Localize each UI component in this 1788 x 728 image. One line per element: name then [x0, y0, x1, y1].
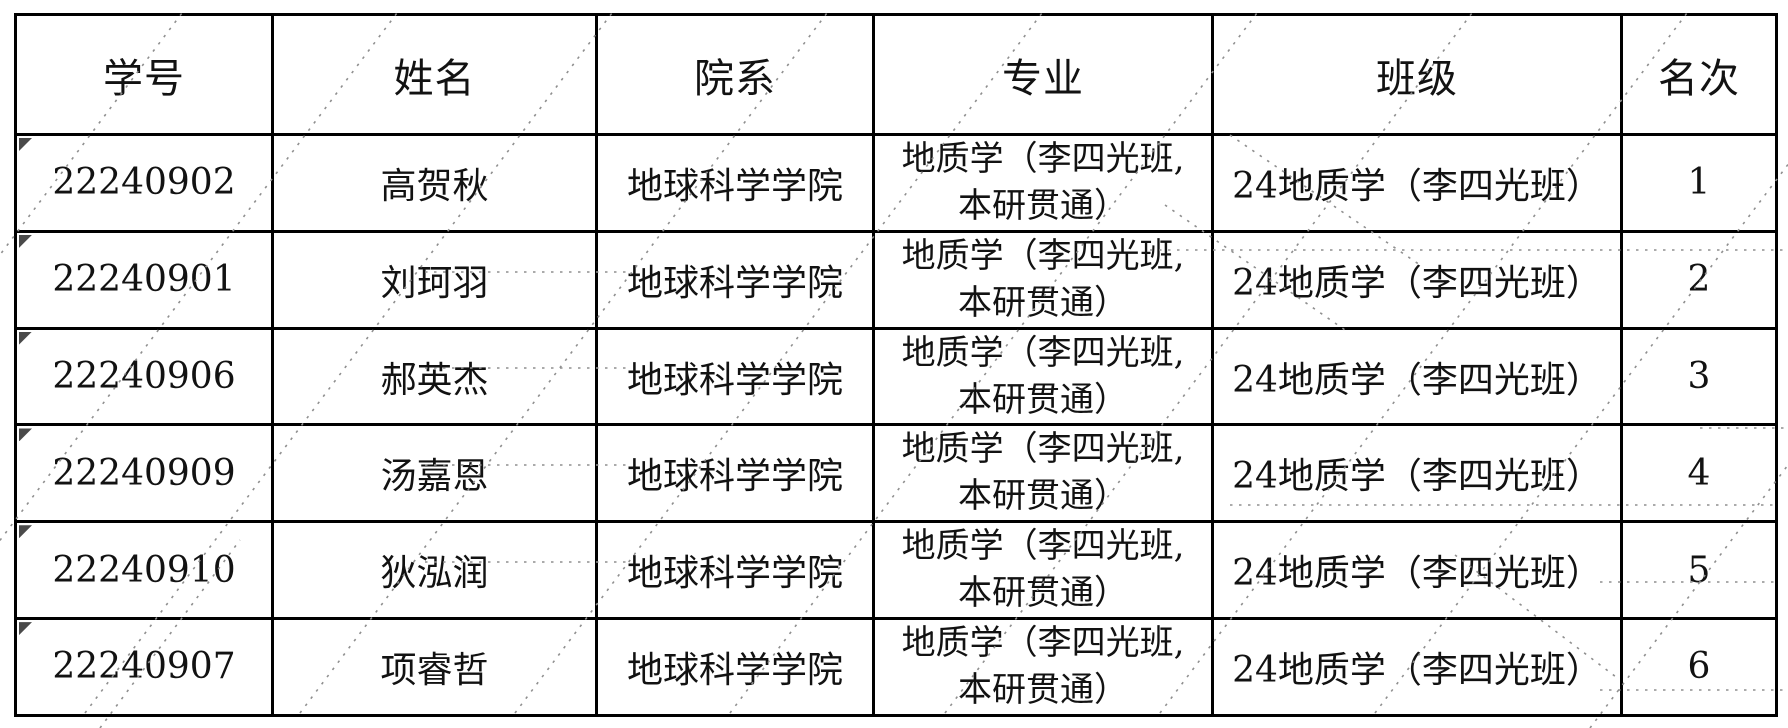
cell-student-id: 22240901: [14, 229, 274, 330]
cell-name: 刘珂羽: [271, 229, 598, 330]
cell-student-id: 22240907: [14, 617, 274, 717]
corner-marker-icon: [19, 525, 32, 539]
cell-department: 地球科学学院: [595, 326, 875, 427]
header-student-id: 学号: [14, 13, 274, 136]
header-department: 院系: [595, 13, 875, 136]
cell-rank: 5: [1620, 520, 1778, 621]
student-id-value: 22240909: [52, 452, 236, 494]
cell-rank: 2: [1620, 229, 1778, 330]
cell-department: 地球科学学院: [595, 617, 875, 717]
header-name: 姓名: [271, 13, 598, 136]
cell-department: 地球科学学院: [595, 133, 875, 233]
cell-name: 汤嘉恩: [271, 423, 598, 524]
cell-class: 24地质学（李四光班）: [1211, 423, 1623, 524]
corner-marker-icon: [19, 331, 32, 345]
cell-rank: 6: [1620, 617, 1778, 717]
table-row: 22240906 郝英杰 地球科学学院 地质学（李四光班, 本研贯通） 24地质…: [14, 326, 1778, 427]
student-id-value: 22240910: [52, 549, 236, 591]
cell-major: 地质学（李四光班, 本研贯通）: [872, 133, 1214, 233]
table-row: 22240901 刘珂羽 地球科学学院 地质学（李四光班, 本研贯通） 24地质…: [14, 229, 1778, 330]
header-row: 学号 姓名 院系 专业 班级 名次: [14, 13, 1778, 136]
cell-major: 地质学（李四光班, 本研贯通）: [872, 423, 1214, 524]
cell-class: 24地质学（李四光班）: [1211, 326, 1623, 427]
student-id-value: 22240901: [52, 259, 236, 301]
student-id-value: 22240906: [52, 356, 236, 398]
header-class: 班级: [1211, 13, 1623, 136]
cell-class: 24地质学（李四光班）: [1211, 229, 1623, 330]
header-rank: 名次: [1620, 13, 1778, 136]
cell-major: 地质学（李四光班, 本研贯通）: [872, 617, 1214, 717]
student-ranking-table: 学号 姓名 院系 专业 班级 名次 22240902 高贺秋 地球科学学院 地质…: [14, 13, 1778, 717]
corner-marker-icon: [19, 428, 32, 442]
table-row: 22240909 汤嘉恩 地球科学学院 地质学（李四光班, 本研贯通） 24地质…: [14, 423, 1778, 524]
student-id-value: 22240902: [52, 162, 236, 204]
cell-rank: 4: [1620, 423, 1778, 524]
table-row: 22240902 高贺秋 地球科学学院 地质学（李四光班, 本研贯通） 24地质…: [14, 133, 1778, 233]
table-row: 22240907 项睿哲 地球科学学院 地质学（李四光班, 本研贯通） 24地质…: [14, 617, 1778, 717]
table-row: 22240910 狄泓润 地球科学学院 地质学（李四光班, 本研贯通） 24地质…: [14, 520, 1778, 621]
cell-major: 地质学（李四光班, 本研贯通）: [872, 229, 1214, 330]
cell-major: 地质学（李四光班, 本研贯通）: [872, 520, 1214, 621]
cell-student-id: 22240910: [14, 520, 274, 621]
cell-rank: 1: [1620, 133, 1778, 233]
cell-rank: 3: [1620, 326, 1778, 427]
header-major: 专业: [872, 13, 1214, 136]
cell-major: 地质学（李四光班, 本研贯通）: [872, 326, 1214, 427]
cell-student-id: 22240909: [14, 423, 274, 524]
cell-student-id: 22240906: [14, 326, 274, 427]
corner-marker-icon: [19, 234, 32, 248]
cell-name: 项睿哲: [271, 617, 598, 717]
cell-class: 24地质学（李四光班）: [1211, 617, 1623, 717]
cell-student-id: 22240902: [14, 133, 274, 233]
cell-class: 24地质学（李四光班）: [1211, 133, 1623, 233]
cell-department: 地球科学学院: [595, 520, 875, 621]
corner-marker-icon: [19, 622, 32, 636]
cell-department: 地球科学学院: [595, 229, 875, 330]
cell-class: 24地质学（李四光班）: [1211, 520, 1623, 621]
cell-department: 地球科学学院: [595, 423, 875, 524]
student-id-value: 22240907: [52, 646, 236, 688]
cell-name: 狄泓润: [271, 520, 598, 621]
cell-name: 郝英杰: [271, 326, 598, 427]
corner-marker-icon: [19, 138, 32, 151]
cell-name: 高贺秋: [271, 133, 598, 233]
